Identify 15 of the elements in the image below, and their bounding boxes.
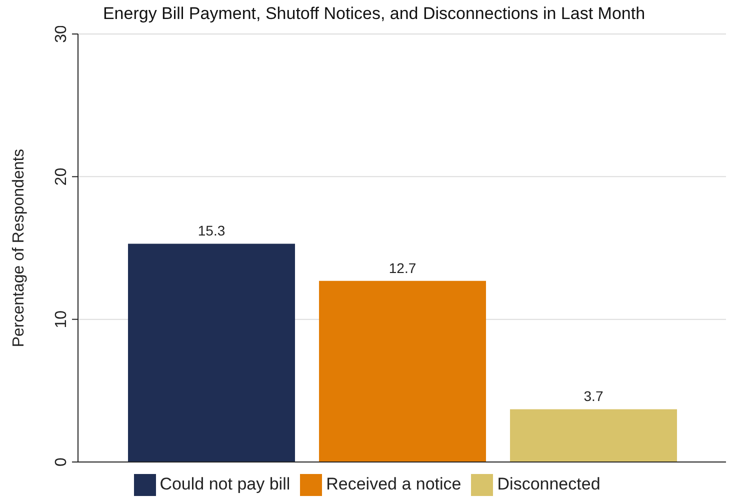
data-label: 12.7 <box>388 260 416 276</box>
y-tick-label: 20 <box>53 168 70 186</box>
legend-label: Received a notice <box>326 474 462 494</box>
bar <box>319 280 486 462</box>
bar <box>510 409 677 462</box>
data-label: 3.7 <box>584 388 604 404</box>
legend-label: Could not pay bill <box>160 474 290 494</box>
y-tick-label: 10 <box>53 310 70 328</box>
y-axis-title: Percentage of Respondents <box>10 148 28 348</box>
chart-title: Energy Bill Payment, Shutoff Notices, and Disconnections in Last Month <box>102 4 646 25</box>
data-label: 15.3 <box>198 222 226 239</box>
legend-label: Disconnected <box>497 474 600 494</box>
y-tick-label: 30 <box>53 25 70 43</box>
y-tick-label: 0 <box>53 457 70 466</box>
bar <box>128 244 295 462</box>
